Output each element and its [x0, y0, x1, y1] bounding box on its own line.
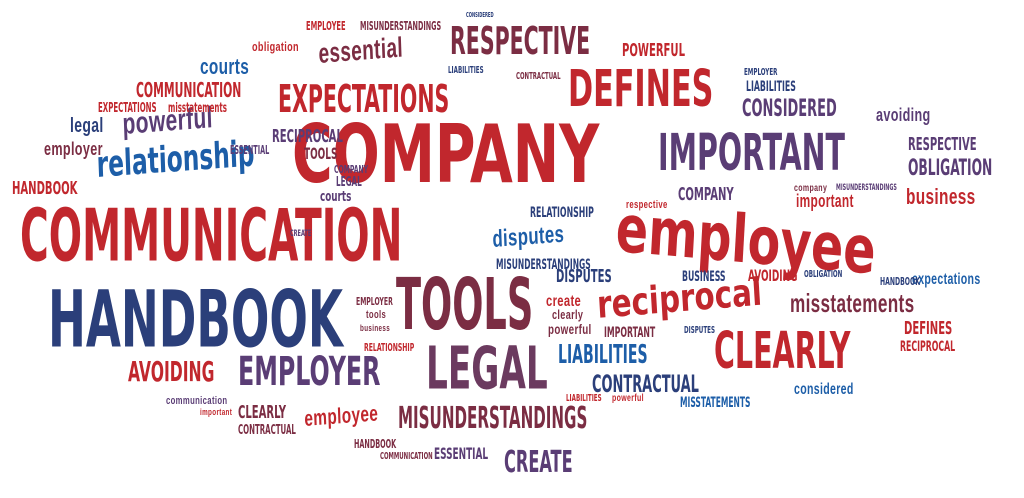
word-powerful-mid: powerful [548, 321, 592, 337]
word-reciprocal-upper: RECIPROCAL [272, 126, 343, 147]
word-legal: LEGAL [426, 334, 548, 403]
word-avoiding-lower: avoiding [876, 105, 931, 125]
word-relationship-small: RELATIONSHIP [364, 341, 415, 354]
word-employee-lower-2: employee [303, 400, 379, 431]
word-employer-lower: employer [44, 139, 103, 159]
word-business-tiny: business [360, 323, 391, 333]
word-communication-bottom: COMMUNICATION [380, 451, 433, 462]
word-employer-small: EMPLOYER [356, 295, 393, 308]
word-essential-upper: ESSENTIAL [230, 143, 270, 157]
word-handbook-small: HANDBOOK [12, 178, 78, 199]
word-defines-small: DEFINES [904, 318, 953, 339]
word-essential-lower: essential [317, 31, 404, 69]
word-powerful-upper: POWERFUL [622, 40, 685, 61]
word-considered-top: CONSIDERED [466, 11, 494, 19]
word-company-mid: COMPANY [678, 184, 734, 205]
word-powerful-bottom: powerful [612, 393, 644, 404]
word-business-upper: BUSINESS [682, 269, 726, 285]
word-courts-small: courts [320, 189, 352, 205]
word-employer-top: EMPLOYER [744, 67, 778, 78]
word-clearly: CLEARLY [714, 321, 851, 381]
word-important-small: IMPORTANT [604, 325, 656, 341]
word-liabilities-small: LIABILITIES [746, 79, 796, 95]
word-misstatements-upper: MISSTATEMENTS [680, 395, 751, 411]
word-misunderstandings-mid: MISUNDERSTANDINGS [496, 257, 591, 273]
word-communication: COMMUNICATION [20, 193, 403, 279]
word-courts-lower: courts [200, 54, 250, 79]
word-contractual-top: CONTRACTUAL [516, 71, 561, 82]
word-liabilities: LIABILITIES [558, 340, 648, 370]
word-disputes-lower: disputes [491, 220, 565, 253]
word-tools-small: TOOLS [304, 144, 338, 163]
word-create-lower: create [546, 293, 582, 310]
word-communication-mid: COMMUNICATION [136, 78, 242, 102]
word-create: CREATE [504, 445, 573, 480]
word-important: IMPORTANT [658, 123, 845, 183]
word-clearly-lower: clearly [552, 307, 584, 322]
word-expectations: EXPECTATIONS [278, 77, 450, 121]
word-defines: DEFINES [568, 59, 714, 119]
word-avoiding: AVOIDING [128, 355, 215, 388]
word-contractual-small: CONTRACTUAL [238, 423, 296, 438]
word-liabilities-bottom: LIABILITIES [566, 393, 602, 404]
word-contractual: CONTRACTUAL [592, 370, 699, 398]
word-respective-small: RESPECTIVE [908, 134, 977, 155]
word-misunderstandings: MISUNDERSTANDINGS [398, 401, 588, 436]
word-create-small: CREATE [290, 229, 312, 239]
word-expectations-lower: expectations [912, 271, 981, 288]
word-handbook-bottom: HANDBOOK [354, 437, 397, 451]
word-handbook-right: HANDBOOK [880, 275, 920, 288]
word-legal-lower: legal [70, 115, 104, 137]
word-considered: CONSIDERED [742, 94, 837, 122]
word-company-small: COMPANY [334, 163, 369, 176]
word-reciprocal: reciprocal [595, 269, 764, 327]
word-tools: TOOLS [396, 263, 534, 347]
word-clearly-small: CLEARLY [238, 402, 287, 423]
word-respective-lower: respective [626, 199, 668, 211]
word-misunderstandings-right: MISUNDERSTANDINGS [836, 183, 897, 193]
word-obligation-lower: obligation [252, 39, 299, 54]
word-communication-lower: communication [166, 395, 228, 407]
word-obligation: OBLIGATION [908, 156, 993, 181]
word-company-lower: company [794, 183, 828, 194]
word-disputes-upper: DISPUTES [556, 266, 612, 287]
word-important-tiny: important [200, 407, 233, 417]
word-business-lower: business [906, 184, 976, 209]
word-considered-lower: considered [794, 381, 854, 398]
word-misstatements-lower: misstatements [790, 288, 915, 318]
word-handbook: HANDBOOK [48, 275, 343, 366]
word-essential-bottom: ESSENTIAL [434, 444, 489, 463]
word-misunderstandings-top: MISUNDERSTANDINGS [360, 19, 442, 33]
word-misstatements-small: misstatements [168, 101, 227, 116]
word-tools-lower: tools [366, 309, 387, 321]
word-relationship-upper: RELATIONSHIP [530, 205, 594, 221]
word-employee-upper: EMPLOYEE [306, 19, 346, 33]
word-liabilities-top: LIABILITIES [448, 65, 484, 76]
word-obligation-mid: OBLIGATION [804, 269, 843, 280]
word-legal-small: LEGAL [336, 175, 362, 190]
word-respective: RESPECTIVE [450, 19, 591, 63]
word-employer: EMPLOYER [238, 349, 381, 395]
word-disputes-small: DISPUTES [684, 325, 715, 336]
word-reciprocal-right: RECIPROCAL [900, 339, 956, 355]
word-company: COMPANY [292, 107, 600, 202]
word-important-lower: important [796, 191, 854, 211]
word-avoiding-small: AVOIDING [748, 266, 798, 285]
word-expectations-small: EXPECTATIONS [98, 101, 157, 116]
